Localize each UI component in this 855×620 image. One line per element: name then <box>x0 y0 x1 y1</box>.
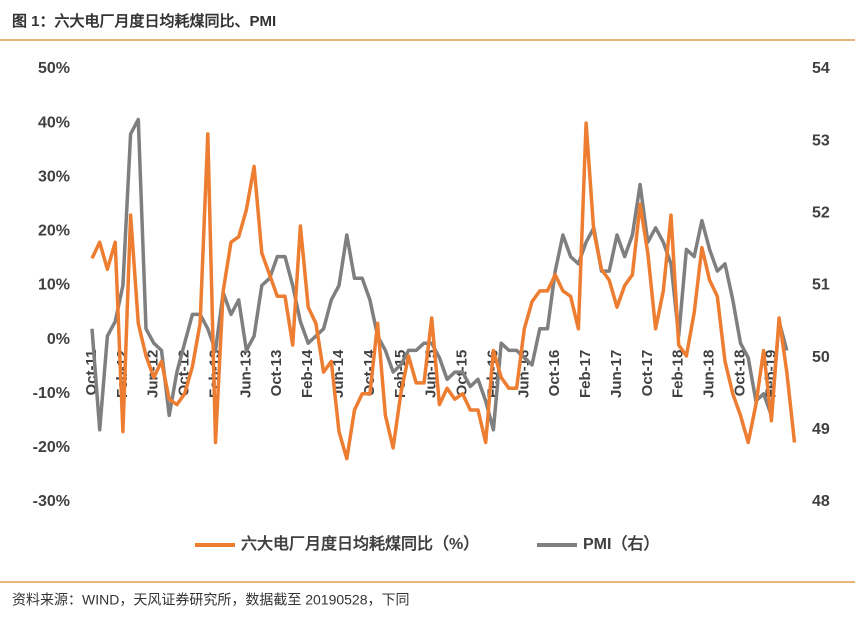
y2-tick-label: 53 <box>812 132 830 149</box>
x-tick-label: Feb-15 <box>392 350 409 398</box>
x-tick-label: Feb-17 <box>577 350 594 398</box>
y2-tick-label: 50 <box>812 349 830 366</box>
y2-tick-label: 48 <box>812 493 830 510</box>
y2-tick-label: 54 <box>812 60 830 77</box>
x-tick-label: Jun-13 <box>237 350 254 398</box>
x-tick-label: Jun-18 <box>701 350 718 398</box>
x-tick-label: Feb-18 <box>670 350 687 398</box>
legend-label: PMI（右） <box>583 534 659 553</box>
y2-tick-label: 52 <box>812 205 830 222</box>
y-tick-label: -10% <box>33 385 70 402</box>
y2-tick-label: 51 <box>812 277 830 294</box>
y-tick-label: 20% <box>38 223 70 240</box>
y-tick-label: -30% <box>33 493 70 510</box>
y-tick-label: 50% <box>38 60 70 77</box>
source-note: 资料来源：WIND，天风证券研究所，数据截至 20190528，下同 <box>12 592 410 608</box>
x-tick-label: Jun-17 <box>608 350 625 398</box>
x-tick-label: Oct-16 <box>546 350 563 397</box>
y-tick-label: 40% <box>38 114 70 131</box>
x-tick-label: Feb-14 <box>299 349 316 398</box>
x-tick-label: Oct-18 <box>731 350 748 397</box>
y-tick-label: 10% <box>38 277 70 294</box>
series-line <box>90 117 789 432</box>
y2-tick-label: 49 <box>812 421 830 438</box>
series-line <box>90 121 797 461</box>
chart-title: 图 1：六大电厂月度日均耗煤同比、PMI <box>12 12 276 30</box>
y-tick-label: 30% <box>38 168 70 185</box>
y-tick-label: 0% <box>47 331 70 348</box>
y-tick-label: -20% <box>33 439 70 456</box>
legend-label: 六大电厂月度日均耗煤同比（%） <box>241 534 479 553</box>
x-tick-label: Oct-17 <box>639 350 656 397</box>
x-tick-label: Oct-13 <box>268 350 285 397</box>
